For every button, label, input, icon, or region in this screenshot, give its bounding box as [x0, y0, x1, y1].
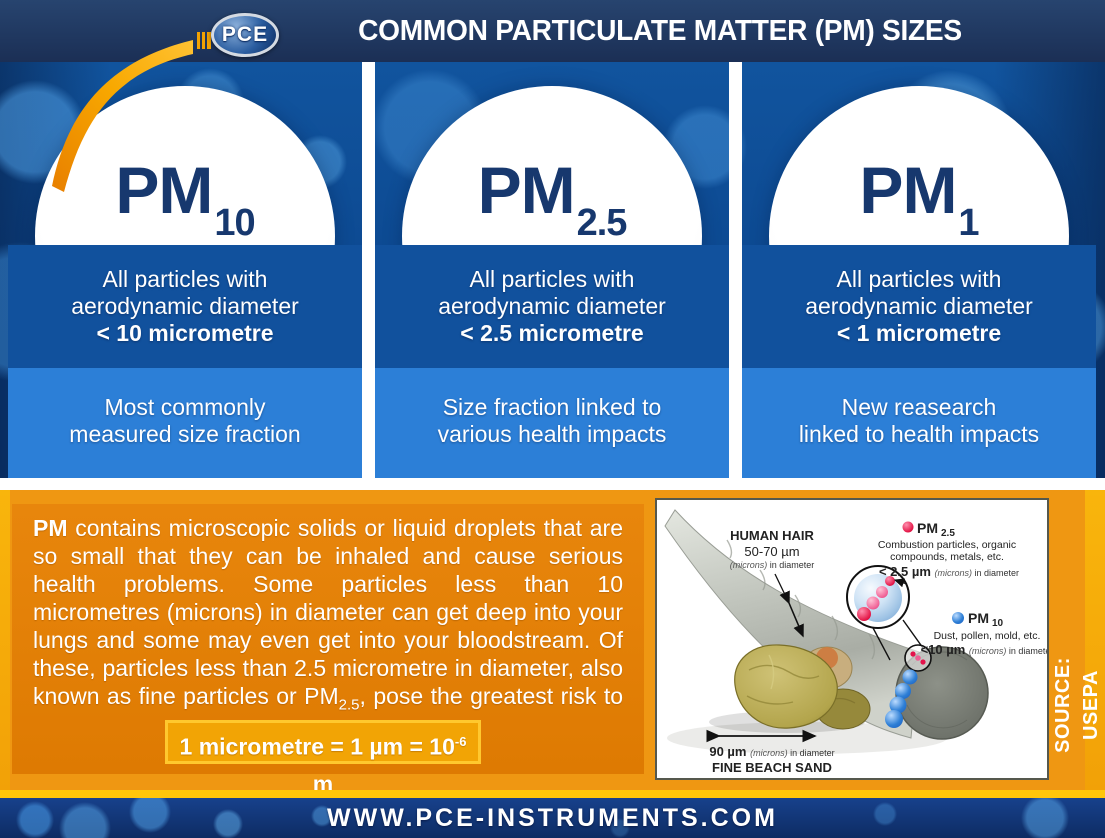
pm25-def-line3: < 2.5 micrometre	[460, 320, 644, 346]
pm10-size-text: <10 µm	[921, 642, 969, 657]
pm25-label: PM 2.5 Combustion particles, organic com…	[878, 520, 1019, 579]
pm10-note-line2: measured size fraction	[69, 421, 301, 447]
svg-text:90 µm (microns) in diameter: 90 µm (microns) in diameter	[709, 744, 834, 759]
pm25-note-line1: Size fraction linked to	[442, 394, 662, 420]
pm1-note-line1: New reasearch	[841, 394, 997, 420]
footer-bar: WWW.PCE-INSTRUMENTS.COM	[0, 790, 1105, 838]
pm1-definition-band: All particles with aerodynamic diameter …	[742, 245, 1096, 368]
website-url: WWW.PCE-INSTRUMENTS.COM	[327, 804, 778, 832]
pm-body-1: contains microscopic solids or liquid dr…	[33, 515, 623, 709]
pm10-note-rest: in diameter	[1006, 646, 1047, 656]
pm-lead: PM	[33, 515, 68, 541]
pm10-desc-text: Dust, pollen, mold, etc.	[934, 630, 1041, 642]
pm1-def-line2: aerodynamic diameter	[805, 293, 1033, 319]
pm10-def-line1: All particles with	[102, 266, 268, 292]
pm25-magnifier	[846, 565, 924, 661]
human-hair-label: HUMAN HAIR 50-70 µm (microns) in diamete…	[730, 528, 815, 638]
pm25-definition-band: All particles with aerodynamic diameter …	[375, 245, 729, 368]
sand-title-text: FINE BEACH SAND	[712, 760, 832, 775]
svg-text:<10 µm (microns) in diameter: <10 µm (microns) in diameter	[921, 642, 1047, 657]
pm10-title: PM10	[35, 152, 335, 245]
pm25-name-text: PM	[917, 520, 938, 536]
gold-border-left	[0, 490, 10, 790]
pm25-def-line1: All particles with	[469, 266, 635, 292]
gold-border-right	[1085, 490, 1105, 790]
hair-note-italic: (microns)	[730, 560, 768, 570]
pm25-note-italic: (microns)	[935, 568, 973, 578]
badge-base: 1 micrometre = 1 µm = 10	[179, 733, 455, 760]
sand-note-italic: (microns)	[750, 748, 788, 758]
pm25-sub-text: 2.5	[941, 528, 955, 539]
sand-size-text: 90 µm	[709, 744, 750, 759]
pce-logo-text: PCE	[221, 23, 269, 46]
pm25-note-line2: various health impacts	[437, 421, 667, 447]
hair-title-text: HUMAN HAIR	[730, 528, 814, 543]
page-title: COMMON PARTICULATE MATTER (PM) SIZES	[358, 15, 962, 47]
pm10-label: PM 10 Dust, pollen, mold, etc. <10 µm (m…	[921, 610, 1054, 657]
pm1-title-sub: 1	[958, 202, 979, 244]
hair-size-text: 50-70 µm	[744, 544, 799, 559]
pm1-def-line1: All particles with	[836, 266, 1002, 292]
pm25-note-rest: in diameter	[972, 568, 1019, 578]
pm10-definition-band: All particles with aerodynamic diameter …	[8, 245, 362, 368]
pm-description-text: PM contains microscopic solids or liquid…	[12, 504, 644, 748]
pm1-title-main: PM	[859, 153, 957, 227]
sand-label: 90 µm (microns) in diameter FINE BEACH S…	[706, 729, 835, 775]
micrometre-conversion-badge: 1 micrometre = 1 µm = 10-6 m	[165, 720, 481, 797]
pm25-size-text: < 2.5 µm	[879, 564, 935, 579]
column-divider	[362, 62, 375, 478]
brand-swoosh-icon	[52, 32, 211, 192]
column-divider	[729, 62, 742, 478]
pm10-def-line3: < 10 micrometre	[96, 320, 274, 346]
pm-body-sub: 2.5	[338, 696, 360, 714]
pm25-title: PM2.5	[402, 152, 702, 245]
pm10-name-text: PM	[968, 610, 989, 626]
pm10-particles	[885, 644, 932, 728]
epa-diagram-svg: HUMAN HAIR 50-70 µm (microns) in diamete…	[664, 509, 1054, 775]
pm1-note-band: New reasearch linked to health impacts	[742, 368, 1096, 478]
pm25-title-sub: 2.5	[576, 202, 628, 244]
pm25-def-line2: aerodynamic diameter	[438, 293, 666, 319]
svg-text:< 2.5 µm (microns) in diameter: < 2.5 µm (microns) in diameter	[879, 564, 1019, 579]
pm-description-panel: PM contains microscopic solids or liquid…	[12, 504, 644, 797]
size-comparison-diagram: HUMAN HAIR 50-70 µm (microns) in diamete…	[655, 498, 1054, 780]
badge-exponent: -6	[454, 734, 467, 749]
pm1-note-line2: linked to health impacts	[798, 421, 1040, 447]
pm10-note-line1: Most commonly	[104, 394, 266, 420]
pm25-desc2-text: compounds, metals, etc.	[890, 551, 1004, 563]
white-separator	[0, 478, 1105, 490]
svg-text:(microns) in diameter: (microns) in diameter	[730, 560, 815, 570]
sand-grain-large	[734, 644, 838, 729]
source-credit: SOURCE: USEPA	[1052, 657, 1102, 753]
pm-columns-section: PM10 All particles with aerodynamic diam…	[0, 62, 1105, 478]
pm1-title: PM1	[769, 152, 1069, 245]
column-pm10: PM10 All particles with aerodynamic diam…	[8, 62, 362, 478]
sand-note-rest: in diameter	[788, 748, 835, 758]
column-pm1: PM1 All particles with aerodynamic diame…	[742, 62, 1096, 478]
pm10-note-italic: (microns)	[969, 646, 1007, 656]
pm10-def-line2: aerodynamic diameter	[71, 293, 299, 319]
pm10-sub-text: 10	[992, 618, 1004, 629]
info-section: PM contains microscopic solids or liquid…	[0, 490, 1105, 797]
pm10-dot-icon	[952, 612, 964, 624]
pce-logo: PCE	[211, 13, 279, 57]
beach-sand-grains	[709, 644, 871, 733]
pm25-note-band: Size fraction linked to various health i…	[375, 368, 729, 478]
pm10-title-sub: 10	[214, 202, 255, 244]
column-pm25: PM2.5 All particles with aerodynamic dia…	[375, 62, 729, 478]
pm25-title-main: PM	[477, 153, 576, 227]
pm25-desc1-text: Combustion particles, organic	[878, 539, 1016, 551]
pm1-def-line3: < 1 micrometre	[836, 320, 1002, 346]
pm10-title-main: PM	[115, 153, 213, 227]
pm25-dot-icon	[902, 521, 914, 533]
pm10-note-band: Most commonly measured size fraction	[8, 368, 362, 478]
hair-note-rest: in diameter	[767, 560, 814, 570]
